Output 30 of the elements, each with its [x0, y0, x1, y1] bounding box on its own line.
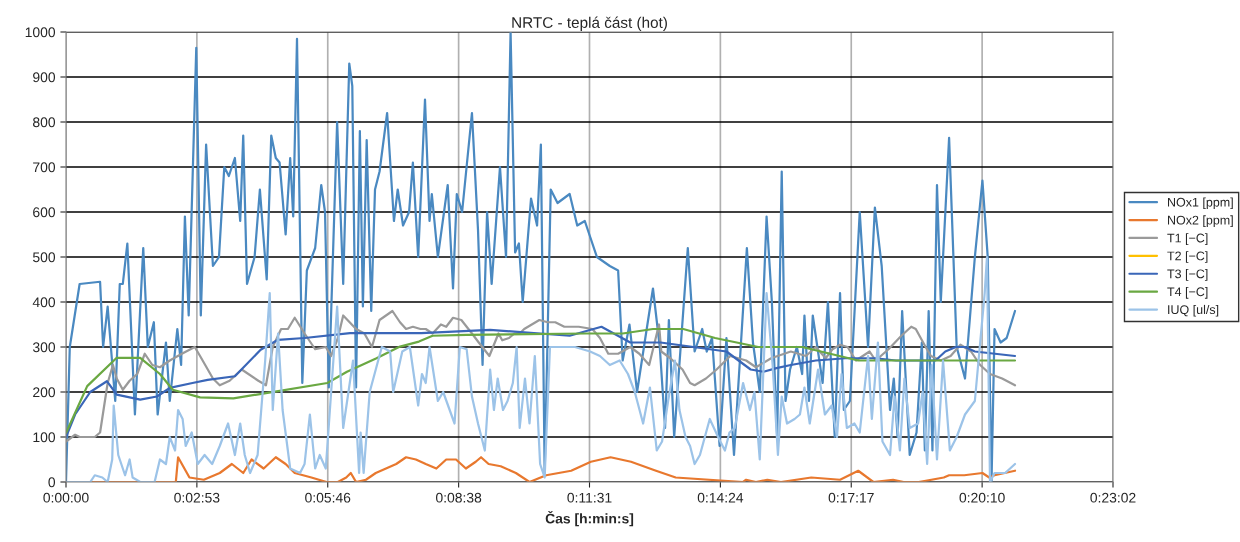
y-tick-label: 1000 [25, 27, 56, 38]
legend-label: T3 [−C] [1167, 269, 1208, 281]
y-tick-label: 800 [33, 117, 56, 128]
legend-label: T1 [−C] [1167, 233, 1208, 245]
chart-title: NRTC - teplá část (hot) [512, 16, 667, 31]
y-tick-label: 200 [33, 387, 56, 398]
x-tick-label: 0:11:31 [567, 492, 612, 503]
x-tick-label: 0:14:24 [697, 492, 744, 503]
x-tick-label: 0:23:02 [1090, 492, 1136, 503]
x-tick-label: 0:08:38 [436, 492, 482, 503]
y-tick-label: 600 [33, 207, 56, 218]
y-tick-label: 700 [33, 162, 56, 173]
y-tick-label: 300 [32, 342, 56, 353]
legend-label: IUQ [ul/s] [1168, 304, 1219, 317]
x-axis-title: Čas [h:min:s] [545, 510, 634, 527]
line-series [66, 32, 1017, 482]
legend-label: NOx1 [ppm] [1168, 197, 1233, 210]
legend-label: NOx2 [ppm] [1168, 215, 1233, 228]
y-tick-label: 0 [48, 477, 56, 488]
x-tick-label: 0:20:10 [959, 492, 1005, 503]
y-tick-label: 500 [32, 252, 56, 263]
x-tick-label: 0:05:46 [305, 492, 351, 503]
y-tick-label: 900 [33, 72, 56, 83]
x-tick-label: 0:17:17 [828, 492, 874, 503]
legend-label: T4 [−C] [1167, 286, 1208, 299]
y-tick-label: 400 [32, 297, 56, 308]
x-tick-label: 0:02:53 [174, 492, 220, 503]
y-tick-label: 100 [33, 432, 56, 443]
x-tick-label: 0:00:00 [43, 492, 89, 503]
legend-label: T2 [−C] [1167, 251, 1208, 263]
